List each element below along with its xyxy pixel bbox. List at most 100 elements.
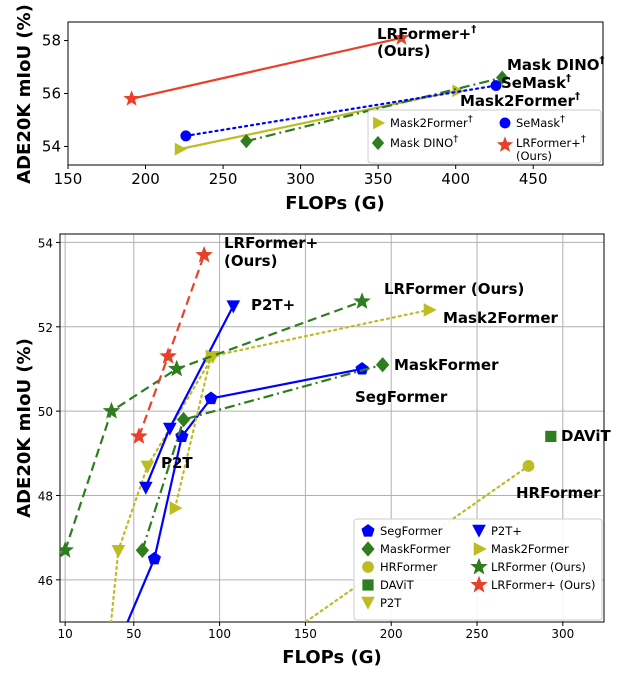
top-legend-label-lrformer-plus-ours: (Ours) xyxy=(516,149,552,163)
bottom-annotation-p2t: P2T xyxy=(161,454,193,472)
bottom-series-segformer-line xyxy=(126,367,363,622)
bottom-y-tick-label: 52 xyxy=(38,321,53,335)
top-y-tick-label: 58 xyxy=(42,32,61,50)
top-y-tick-label: 56 xyxy=(42,85,61,103)
bottom-x-tick-label: 10 xyxy=(58,627,73,641)
top-annotation-lrformer-plus-sup: † xyxy=(471,24,476,35)
top-series-lrformer-plus-point xyxy=(123,90,140,106)
bottom-x-axis-label: FLOPs (G) xyxy=(282,647,382,668)
bottom-annotation-p2t-plus: P2T+ xyxy=(251,296,295,314)
bottom-legend-marker-p2t xyxy=(361,596,375,610)
bottom-series-segformer xyxy=(107,362,369,660)
bottom-annotation-lrformer-plus: LRFormer+ xyxy=(224,234,318,252)
bottom-series-lrformer-ours-point xyxy=(353,292,371,309)
top-x-tick-label: 150 xyxy=(54,170,83,188)
bottom-series-lrformer-plus-ours-point xyxy=(159,347,177,364)
top-annotation-lrformer-plus: LRFormer+† xyxy=(377,24,476,43)
bottom-series-p2t-plus-point xyxy=(138,481,153,495)
top-series-mask-dino-line xyxy=(246,76,503,143)
bottom-legend-marker-davit xyxy=(362,579,374,591)
bottom-plot-frame xyxy=(59,233,605,623)
top-legend-label-mask2former-sup: † xyxy=(468,114,473,125)
top-legend-label-mask-dino: Mask DINO† xyxy=(390,134,458,150)
top-annotation-semask: SeMask† xyxy=(501,73,571,92)
bottom-series-mask2former-point xyxy=(423,303,437,317)
bottom-legend-marker-lrformer-ours xyxy=(470,557,488,575)
top-annotation-lrformer-plus-ours: (Ours) xyxy=(377,42,430,60)
bottom-series-p2t-plus-point xyxy=(163,422,177,436)
top-series-lrformer-plus xyxy=(123,29,410,106)
bottom-legend: SegFormer P2T+ MaskFormer Mask2Former HR… xyxy=(353,518,603,621)
bottom-series-maskformer-point xyxy=(135,542,150,558)
top-series-mask-dino xyxy=(240,70,509,149)
bottom-y-tick-label: 50 xyxy=(38,405,53,419)
bottom-legend-label-segformer: SegFormer xyxy=(380,524,443,538)
bottom-y-tick-label: 54 xyxy=(38,236,53,250)
bottom-series-p2t-plus-point xyxy=(226,300,241,314)
bottom-y-axis-label: ADE20K mIoU (%) xyxy=(14,338,35,518)
top-legend-label-mask2former-text: Mask2Former xyxy=(390,116,468,130)
top-x-tick-label: 350 xyxy=(364,170,393,188)
bottom-series-lrformer-ours-point xyxy=(102,401,121,419)
top-annotation-mask-dino: Mask DINO† xyxy=(507,55,605,74)
top-legend-label-lrformer-plus: LRFormer+† xyxy=(516,134,586,150)
bottom-x-tick-label: 150 xyxy=(294,627,317,641)
top-x-tick-label: 300 xyxy=(286,170,315,188)
top-y-tick-label: 54 xyxy=(42,137,61,155)
top-series-lrformer-plus-point xyxy=(393,29,410,45)
bottom-series-mask2former-point xyxy=(169,501,183,515)
top-y-axis-label: ADE20K mIoU (%) xyxy=(14,4,35,184)
bottom-annotation-mask2former: Mask2Former xyxy=(443,309,559,327)
top-series-semask-point xyxy=(180,130,192,142)
top-series-mask-dino-point xyxy=(496,70,509,85)
top-series-lrformer-plus-line xyxy=(131,36,402,100)
top-annotation-mask2former-text: Mask2Former xyxy=(460,92,576,110)
bottom-series-lrformer-ours-point xyxy=(60,541,74,558)
bottom-series-lrformer-plus-ours-point xyxy=(195,245,213,263)
top-annotation-mask2former-sup: † xyxy=(575,91,580,102)
bottom-series-p2t-plus xyxy=(138,300,241,495)
bottom-series-maskformer-point xyxy=(375,357,390,373)
top-legend-label-mask-dino-sup: † xyxy=(453,134,458,145)
bottom-legend-label-lrformer-ours: LRFormer (Ours) xyxy=(491,560,586,574)
top-annotation-lrformer-plus-text: LRFormer+ xyxy=(377,25,471,43)
top-annotation-mask2former: Mask2Former† xyxy=(460,91,580,110)
bottom-x-tick-label: 50 xyxy=(126,627,141,641)
top-legend: Mask2Former† SeMask† Mask DINO† LRFormer… xyxy=(367,109,602,164)
top-legend-box xyxy=(367,109,602,164)
top-annotation-semask-text: SeMask xyxy=(501,74,567,92)
bottom-y-tick-label: 46 xyxy=(38,574,53,588)
bottom-series-segformer-point xyxy=(204,391,218,405)
bottom-series-lrformer-plus-ours xyxy=(130,245,213,444)
bottom-x-tick-label: 250 xyxy=(466,627,489,641)
bottom-annotation-maskformer: MaskFormer xyxy=(394,356,499,374)
bottom-series-maskformer-line xyxy=(141,363,383,551)
bottom-series-maskformer xyxy=(135,357,390,558)
bottom-series-p2t-line xyxy=(109,355,214,622)
bottom-legend-marker-p2t-plus xyxy=(472,524,486,538)
top-series-semask-line xyxy=(184,84,498,137)
bottom-legend-marker-hrformer xyxy=(362,561,374,573)
top-x-tick-label: 200 xyxy=(131,170,160,188)
bottom-y-tick-label: 48 xyxy=(38,489,53,503)
bottom-series-segformer-point xyxy=(147,551,161,565)
bottom-legend-marker-maskformer xyxy=(361,541,375,557)
bottom-legend-marker-lrformer-plus-ours xyxy=(470,575,488,593)
bottom-x-tick-label: 300 xyxy=(551,627,574,641)
top-x-tick-label: 250 xyxy=(209,170,238,188)
bottom-series-lrformer-ours-point xyxy=(167,359,186,377)
top-chart: 150 200 250 300 350 400 450 54 56 58 FLOPs (G) AD… xyxy=(14,4,605,214)
bottom-annotation-lrformer-ours: LRFormer (Ours) xyxy=(384,280,524,298)
bottom-series-segformer-point xyxy=(355,362,369,375)
bottom-series-davit-point xyxy=(545,430,557,443)
bottom-legend-label-p2t-plus: P2T+ xyxy=(491,524,522,538)
bottom-legend-label-p2t: P2T xyxy=(380,596,402,610)
bottom-series-segformer-point xyxy=(107,649,119,660)
top-annotation-mask-dino-text: Mask DINO xyxy=(507,56,600,74)
bottom-series-lrformer-ours-line xyxy=(64,300,363,551)
top-legend-marker-mask2former xyxy=(373,116,386,130)
bottom-series-p2t-point xyxy=(111,545,126,558)
bottom-series-hrformer-point xyxy=(276,633,287,644)
top-legend-label-semask: SeMask† xyxy=(516,114,565,130)
